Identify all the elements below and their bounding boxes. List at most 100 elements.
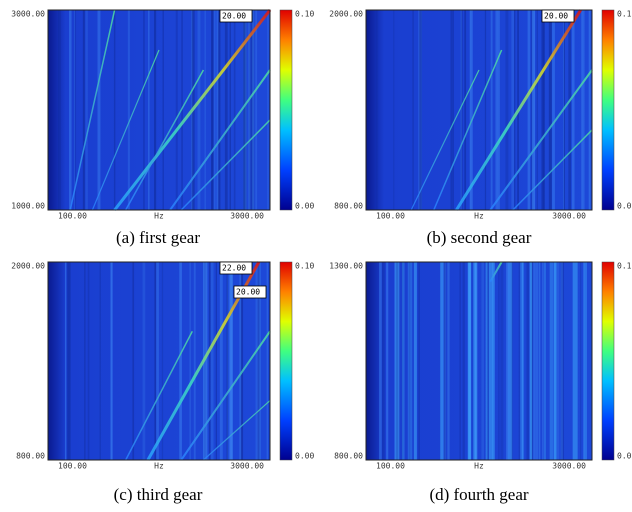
- texture: [460, 10, 462, 210]
- texture: [382, 262, 385, 460]
- texture: [443, 262, 446, 460]
- texture: [211, 10, 214, 210]
- texture: [143, 10, 145, 210]
- texture: [572, 262, 578, 460]
- texture: [255, 262, 259, 460]
- texture: [142, 262, 146, 460]
- texture: [233, 10, 236, 210]
- order-line: [125, 69, 205, 211]
- texture: [561, 262, 564, 460]
- x-tick-label: 3000.00: [552, 212, 586, 221]
- texture: [563, 10, 565, 210]
- x-axis-label: Hz: [154, 212, 164, 221]
- x-axis-label: Hz: [474, 212, 484, 221]
- texture: [161, 262, 164, 460]
- order-line: [203, 400, 271, 461]
- colorbar: [279, 9, 293, 211]
- y-tick-label: 800.00: [334, 452, 363, 461]
- texture: [588, 10, 591, 210]
- texture: [419, 10, 422, 210]
- annotation: 20.00: [222, 12, 246, 21]
- spectrogram: [366, 10, 592, 210]
- texture: [467, 262, 472, 460]
- colorbar: [601, 9, 615, 211]
- order-line: [433, 49, 503, 211]
- texture: [393, 10, 395, 210]
- order-line: [489, 69, 593, 211]
- texture: [447, 262, 450, 460]
- texture: [418, 10, 421, 210]
- texture: [507, 262, 510, 460]
- texture: [490, 10, 493, 210]
- annotation: 22.00: [222, 264, 246, 273]
- texture: [216, 10, 219, 210]
- y-tick-label: 800.00: [334, 202, 363, 211]
- texture: [85, 10, 88, 210]
- order-line: [169, 69, 271, 211]
- texture: [484, 10, 487, 210]
- x-tick-label: 3000.00: [230, 212, 264, 221]
- texture: [248, 10, 250, 210]
- texture: [58, 10, 61, 210]
- texture: [510, 262, 513, 460]
- texture: [485, 262, 488, 460]
- panel: 0.10 0.00 3000.00 1000.00 100.00 Hz 3000.00 20.…: [11, 9, 314, 247]
- texture: [464, 10, 466, 210]
- colorbar: [601, 261, 615, 461]
- texture: [407, 262, 413, 460]
- texture: [549, 262, 553, 460]
- texture: [505, 10, 509, 210]
- texture: [542, 262, 544, 460]
- texture: [583, 262, 587, 460]
- texture: [497, 10, 500, 210]
- texture: [239, 262, 241, 460]
- caption: (b) second gear: [427, 228, 532, 247]
- texture: [110, 262, 114, 460]
- texture: [162, 10, 164, 210]
- texture: [251, 10, 255, 210]
- caption: (d) fourth gear: [429, 485, 528, 504]
- texture: [409, 262, 411, 460]
- texture: [488, 262, 494, 460]
- texture: [520, 262, 525, 460]
- texture: [571, 10, 575, 210]
- texture: [217, 10, 220, 210]
- texture: [556, 262, 560, 460]
- texture: [462, 262, 465, 460]
- texture: [82, 10, 85, 210]
- texture: [460, 10, 463, 210]
- texture: [226, 262, 228, 460]
- texture: [568, 10, 571, 210]
- colorbar-label: 0.10: [295, 262, 314, 271]
- texture: [266, 262, 269, 460]
- order-line: [125, 330, 193, 461]
- texture: [418, 262, 420, 460]
- texture: [156, 262, 159, 460]
- texture: [469, 10, 472, 210]
- texture: [486, 262, 489, 460]
- texture: [495, 10, 497, 210]
- plot-frame: [365, 261, 593, 461]
- texture: [243, 10, 246, 210]
- texture: [66, 262, 69, 460]
- annotation-box: [219, 261, 253, 275]
- texture: [395, 262, 398, 460]
- texture: [527, 10, 531, 210]
- texture: [420, 10, 422, 210]
- texture: [459, 262, 461, 460]
- texture: [205, 262, 207, 460]
- texture: [506, 262, 509, 460]
- texture: [240, 262, 244, 460]
- x-tick-label: 3000.00: [230, 462, 264, 471]
- plot-frame: [47, 261, 271, 461]
- texture: [87, 262, 90, 460]
- texture: [443, 262, 446, 460]
- texture: [256, 262, 260, 460]
- order-line: [180, 119, 271, 211]
- colorbar-label: 0.10: [617, 10, 632, 19]
- texture: [452, 10, 454, 210]
- texture: [230, 262, 233, 460]
- texture: [175, 10, 178, 210]
- texture: [244, 10, 247, 210]
- texture: [402, 262, 404, 460]
